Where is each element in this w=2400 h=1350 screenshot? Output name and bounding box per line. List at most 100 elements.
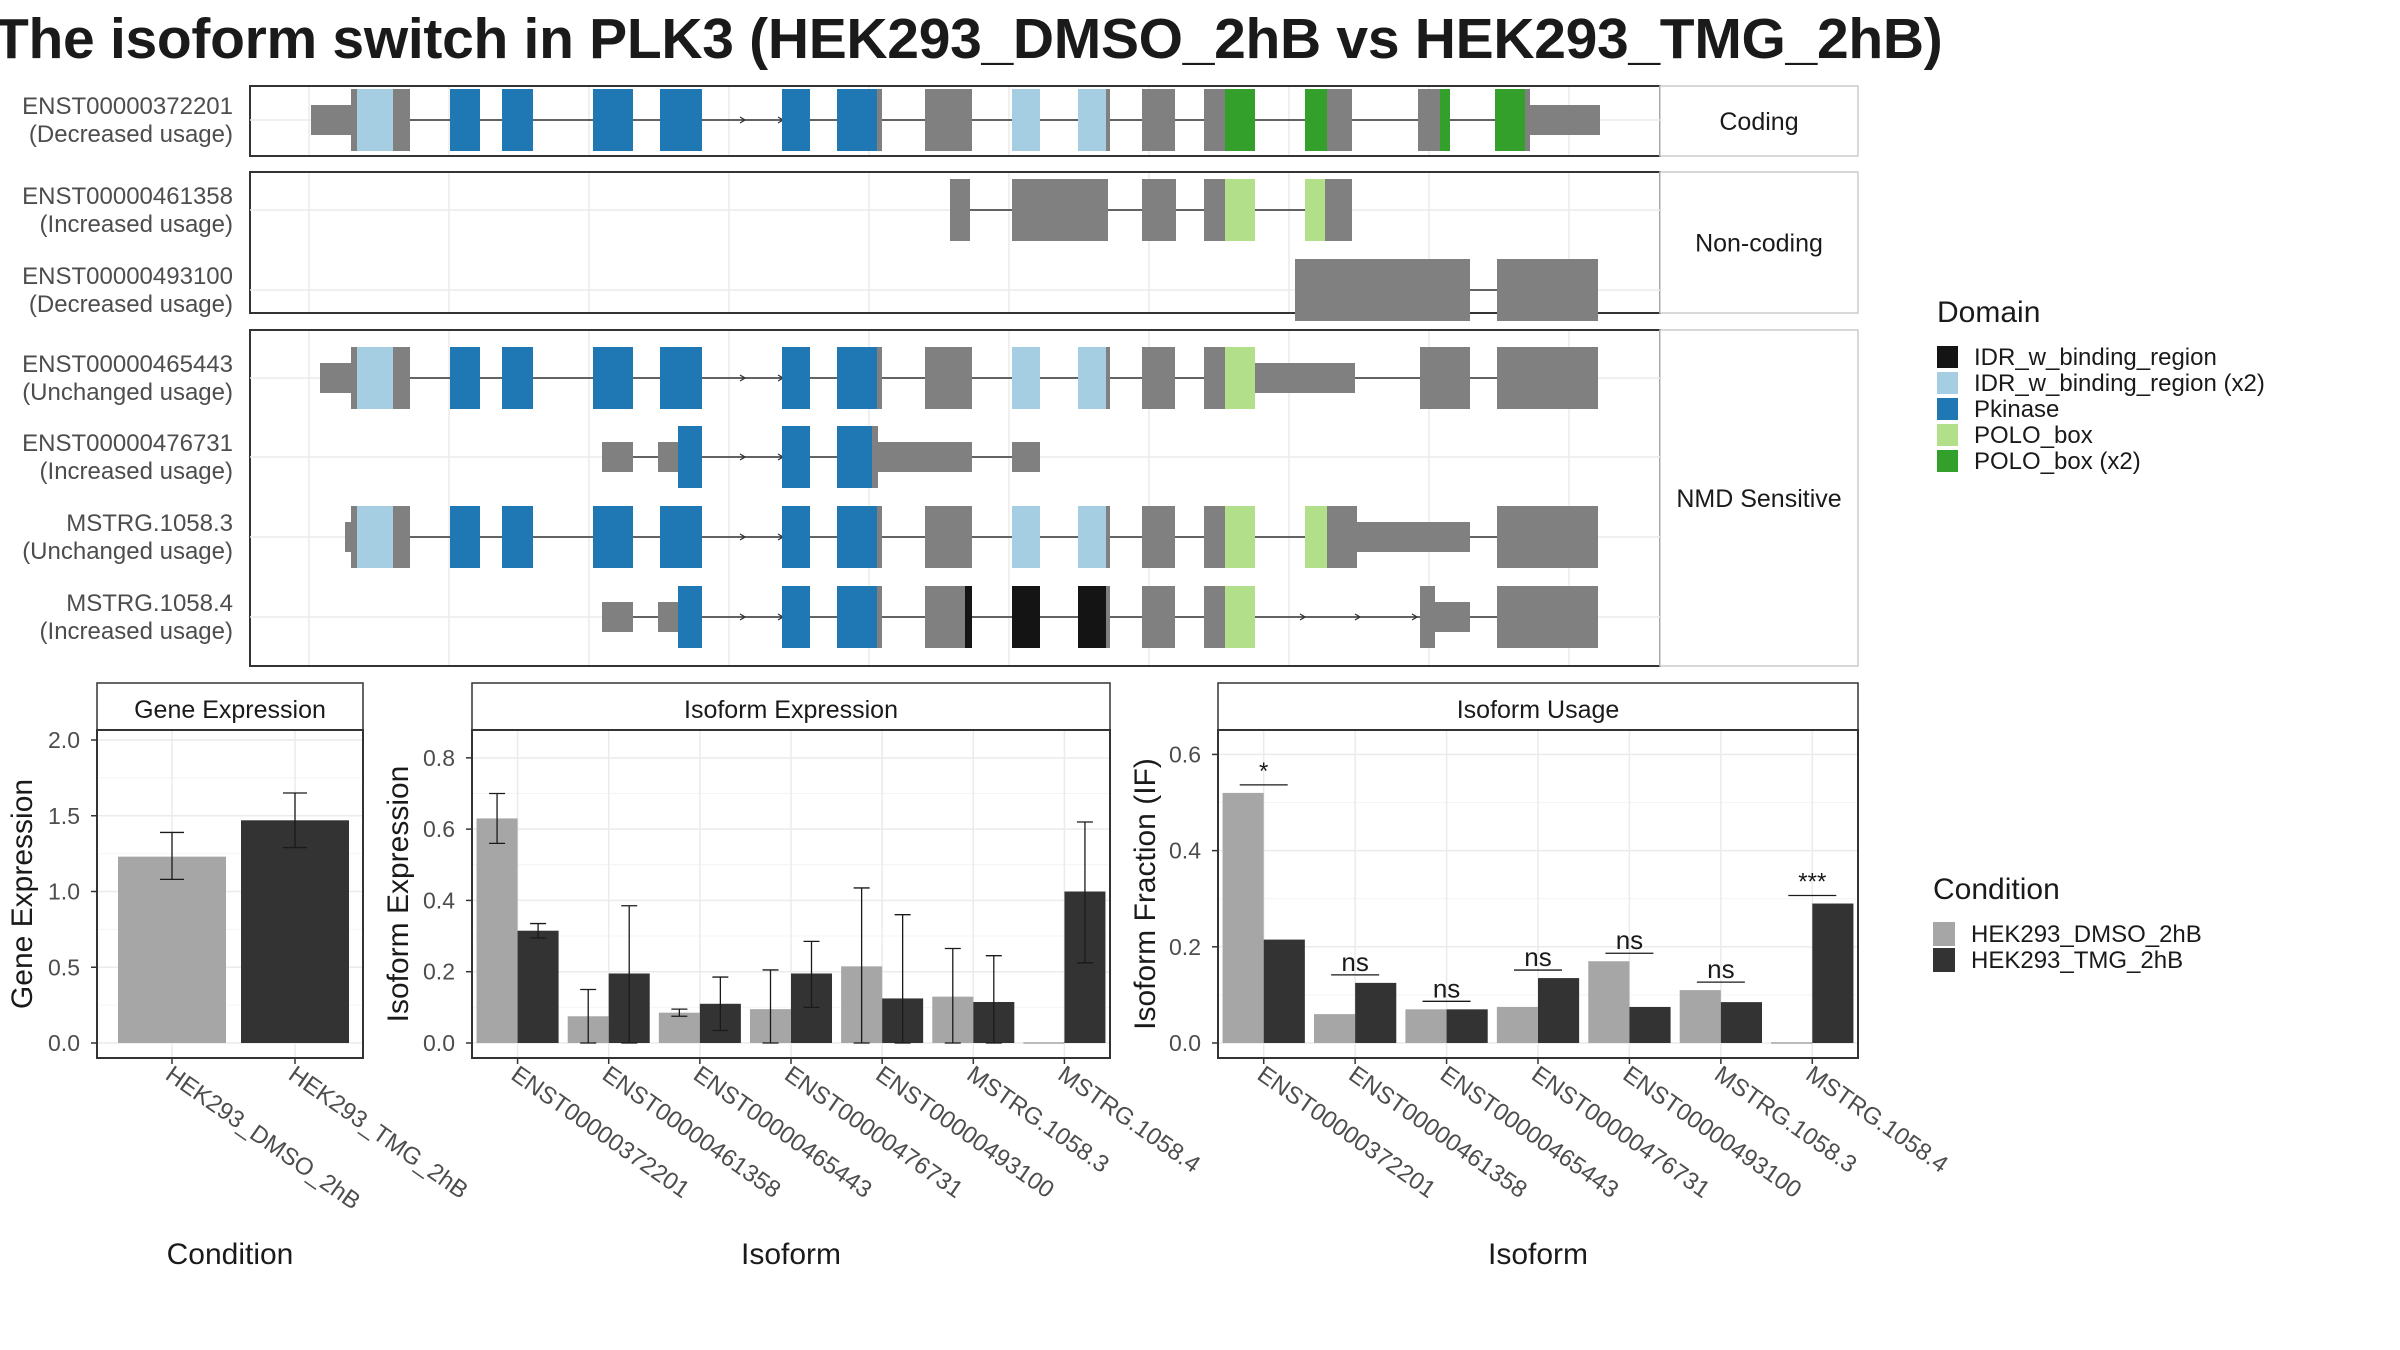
domain-segment	[1305, 506, 1327, 568]
condition-legend-label: HEK293_TMG_2hB	[1971, 947, 2183, 974]
bar	[517, 930, 559, 1043]
domain-segment	[450, 347, 480, 409]
coding-exon	[1497, 506, 1598, 568]
coding-exon	[1497, 586, 1598, 648]
utr-exon	[658, 602, 678, 632]
domain-segment	[450, 506, 480, 568]
utr-exon	[1530, 105, 1600, 135]
isoform-usage-label: (Increased usage)	[40, 618, 233, 645]
isoform-id-label: ENST00000493100	[22, 263, 233, 290]
condition-legend-swatch	[1933, 922, 1955, 946]
bar	[476, 818, 518, 1043]
isoform-id-label: ENST00000372201	[22, 93, 233, 120]
significance-label: ns	[1616, 925, 1643, 955]
y-tick-label: 0.5	[48, 954, 80, 980]
y-tick-label: 1.0	[48, 879, 80, 905]
y-tick-label: 0.2	[423, 959, 455, 985]
group-label: NMD Sensitive	[1676, 485, 1841, 513]
isoform-id-label: ENST00000476731	[22, 430, 233, 457]
bar	[1222, 792, 1264, 1043]
y-tick-label: 0.4	[1169, 838, 1201, 864]
isoform-usage-label: (Decreased usage)	[29, 291, 233, 318]
y-axis-label: Isoform Fraction (IF)	[1129, 758, 1162, 1030]
coding-exon	[1420, 347, 1470, 409]
coding-exon	[925, 89, 972, 151]
y-tick-label: 0.0	[48, 1030, 80, 1056]
strand-arrow	[1411, 613, 1419, 621]
domain-segment	[1225, 89, 1255, 151]
domain-segment	[837, 506, 877, 568]
utr-exon	[1435, 602, 1470, 632]
coding-exon	[1142, 586, 1175, 648]
isoform-usage-label: (Increased usage)	[40, 211, 233, 238]
coding-exon	[925, 586, 972, 648]
x-axis-label: Condition	[167, 1238, 294, 1271]
domain-segment	[502, 506, 533, 568]
bar	[1355, 982, 1397, 1043]
coding-exon	[925, 506, 972, 568]
domain-segment	[837, 586, 877, 648]
strand-arrow	[1354, 613, 1362, 621]
significance-label: ns	[1433, 973, 1460, 1003]
utr-exon	[602, 602, 633, 632]
significance-label: ns	[1707, 954, 1734, 984]
bar	[1538, 978, 1580, 1043]
bar	[241, 820, 349, 1043]
y-tick-label: 0.0	[1169, 1030, 1201, 1056]
domain-segment	[502, 89, 533, 151]
coding-exon	[1142, 347, 1175, 409]
isoform-usage-label: (Unchanged usage)	[22, 379, 233, 406]
bar	[1496, 1006, 1538, 1043]
utr-exon	[345, 522, 351, 552]
isoform-id-label: ENST00000461358	[22, 183, 233, 210]
coding-exon	[1420, 586, 1435, 648]
coding-exon	[1497, 259, 1598, 321]
domain-segment	[593, 347, 633, 409]
coding-exon	[1497, 347, 1598, 409]
strand-arrow	[739, 453, 747, 461]
coding-exon	[1168, 179, 1176, 241]
isoform-id-label: MSTRG.1058.3	[66, 510, 233, 537]
domain-legend-title: Domain	[1937, 296, 2040, 329]
utr-exon	[1255, 363, 1355, 393]
bar	[1629, 1006, 1671, 1043]
group-strip	[1659, 329, 1859, 667]
domain-segment	[1012, 506, 1040, 568]
domain-segment	[1305, 89, 1327, 151]
condition-legend-title: Condition	[1933, 873, 2060, 906]
domain-segment	[837, 426, 872, 488]
utr-exon	[311, 105, 351, 135]
strand-arrow	[739, 116, 747, 124]
domain-legend-swatch	[1937, 398, 1958, 420]
bar	[1405, 1009, 1447, 1043]
group-label: Non-coding	[1695, 230, 1823, 258]
group-strip	[1659, 85, 1859, 157]
domain-segment	[782, 347, 810, 409]
domain-legend-label: IDR_w_binding_region	[1974, 344, 2217, 371]
domain-segment	[1225, 179, 1255, 241]
bar	[1812, 903, 1854, 1043]
coding-exon	[1142, 89, 1175, 151]
domain-segment	[593, 89, 633, 151]
domain-segment	[660, 89, 702, 151]
domain-segment	[1012, 347, 1040, 409]
y-tick-label: 0.6	[1169, 741, 1201, 767]
domain-legend-swatch	[1937, 346, 1958, 368]
bar	[658, 1012, 700, 1043]
x-axis-label: Isoform	[1488, 1238, 1588, 1271]
domain-segment	[1225, 347, 1255, 409]
group-label: Coding	[1719, 108, 1798, 136]
legends: Domain IDR_w_binding_regionIDR_w_binding_…	[1933, 296, 2265, 974]
bar	[1263, 939, 1305, 1043]
significance-label: ns	[1524, 942, 1551, 972]
condition-legend-label: HEK293_DMSO_2hB	[1971, 921, 2202, 948]
isoform-usage-label: (Unchanged usage)	[22, 538, 233, 565]
domain-segment	[782, 586, 810, 648]
domain-segment	[593, 506, 633, 568]
bar	[1588, 961, 1630, 1043]
domain-segment	[1078, 586, 1106, 648]
domain-segment	[357, 89, 393, 151]
y-tick-label: 0.8	[423, 745, 455, 771]
x-axis-label: Isoform	[741, 1238, 841, 1271]
utr-exon	[878, 442, 972, 472]
